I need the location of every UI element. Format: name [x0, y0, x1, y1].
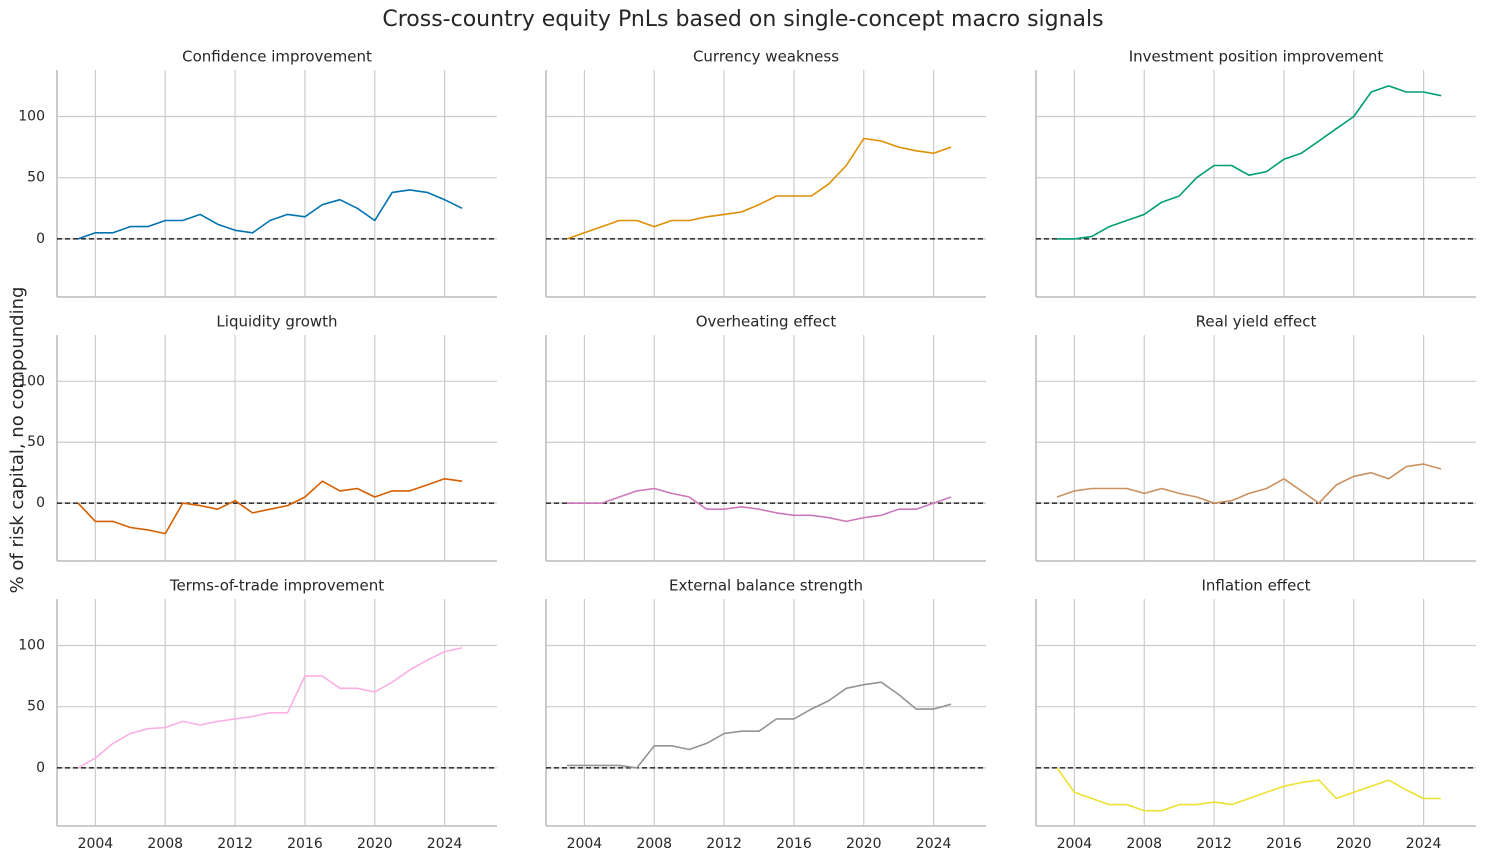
y-tick-label: 100	[18, 638, 45, 654]
x-tick-label: 2020	[1336, 836, 1372, 852]
panel-title: Currency weakness	[693, 48, 839, 66]
panel-title: Confidence improvement	[182, 48, 372, 66]
x-tick-label: 2012	[706, 836, 742, 852]
x-tick-label: 2024	[427, 836, 463, 852]
pnl-line	[1056, 767, 1442, 812]
x-tick-label: 2004	[1057, 836, 1093, 852]
x-tick-label: 2024	[1406, 836, 1442, 852]
panel-title: External balance strength	[669, 577, 863, 595]
x-tick-label: 2016	[1266, 836, 1302, 852]
x-tick-label: 2008	[1126, 836, 1162, 852]
panel-title: Inflation effect	[1202, 577, 1311, 595]
x-tick-label: 2008	[636, 836, 672, 852]
y-tick-label: 0	[36, 495, 45, 511]
pnl-line	[1056, 463, 1442, 504]
x-tick-label: 2004	[78, 836, 114, 852]
pnl-line	[77, 478, 463, 535]
panel-title: Liquidity growth	[216, 313, 337, 331]
x-tick-label: 2012	[217, 836, 253, 852]
y-tick-label: 50	[27, 434, 45, 450]
x-tick-label: 2020	[357, 836, 393, 852]
pnl-line	[567, 487, 952, 523]
x-tick-label: 2024	[916, 836, 952, 852]
panel-title: Investment position improvement	[1129, 48, 1384, 66]
y-tick-label: 0	[36, 760, 45, 776]
pnl-line	[1057, 85, 1442, 240]
pnl-line	[77, 189, 463, 240]
panel-title: Terms-of-trade improvement	[169, 577, 384, 595]
pnl-line	[566, 137, 952, 240]
panel-title: Overheating effect	[696, 313, 837, 331]
panel-title: Real yield effect	[1196, 313, 1317, 331]
y-tick-label: 50	[27, 699, 45, 715]
y-tick-label: 100	[18, 109, 45, 125]
pnl-line	[77, 647, 463, 769]
y-tick-label: 50	[27, 170, 45, 186]
x-tick-label: 2016	[776, 836, 812, 852]
x-tick-label: 2008	[147, 836, 183, 852]
y-tick-label: 0	[36, 231, 45, 247]
x-tick-label: 2016	[287, 836, 323, 852]
y-tick-label: 100	[18, 373, 45, 389]
x-tick-label: 2004	[567, 836, 603, 852]
x-tick-label: 2020	[846, 836, 882, 852]
x-tick-label: 2012	[1196, 836, 1232, 852]
y-axis-label: % of risk capital, no compounding	[7, 287, 28, 594]
figure-title: Cross-country equity PnLs based on singl…	[382, 7, 1103, 32]
pnl-line	[567, 681, 952, 769]
